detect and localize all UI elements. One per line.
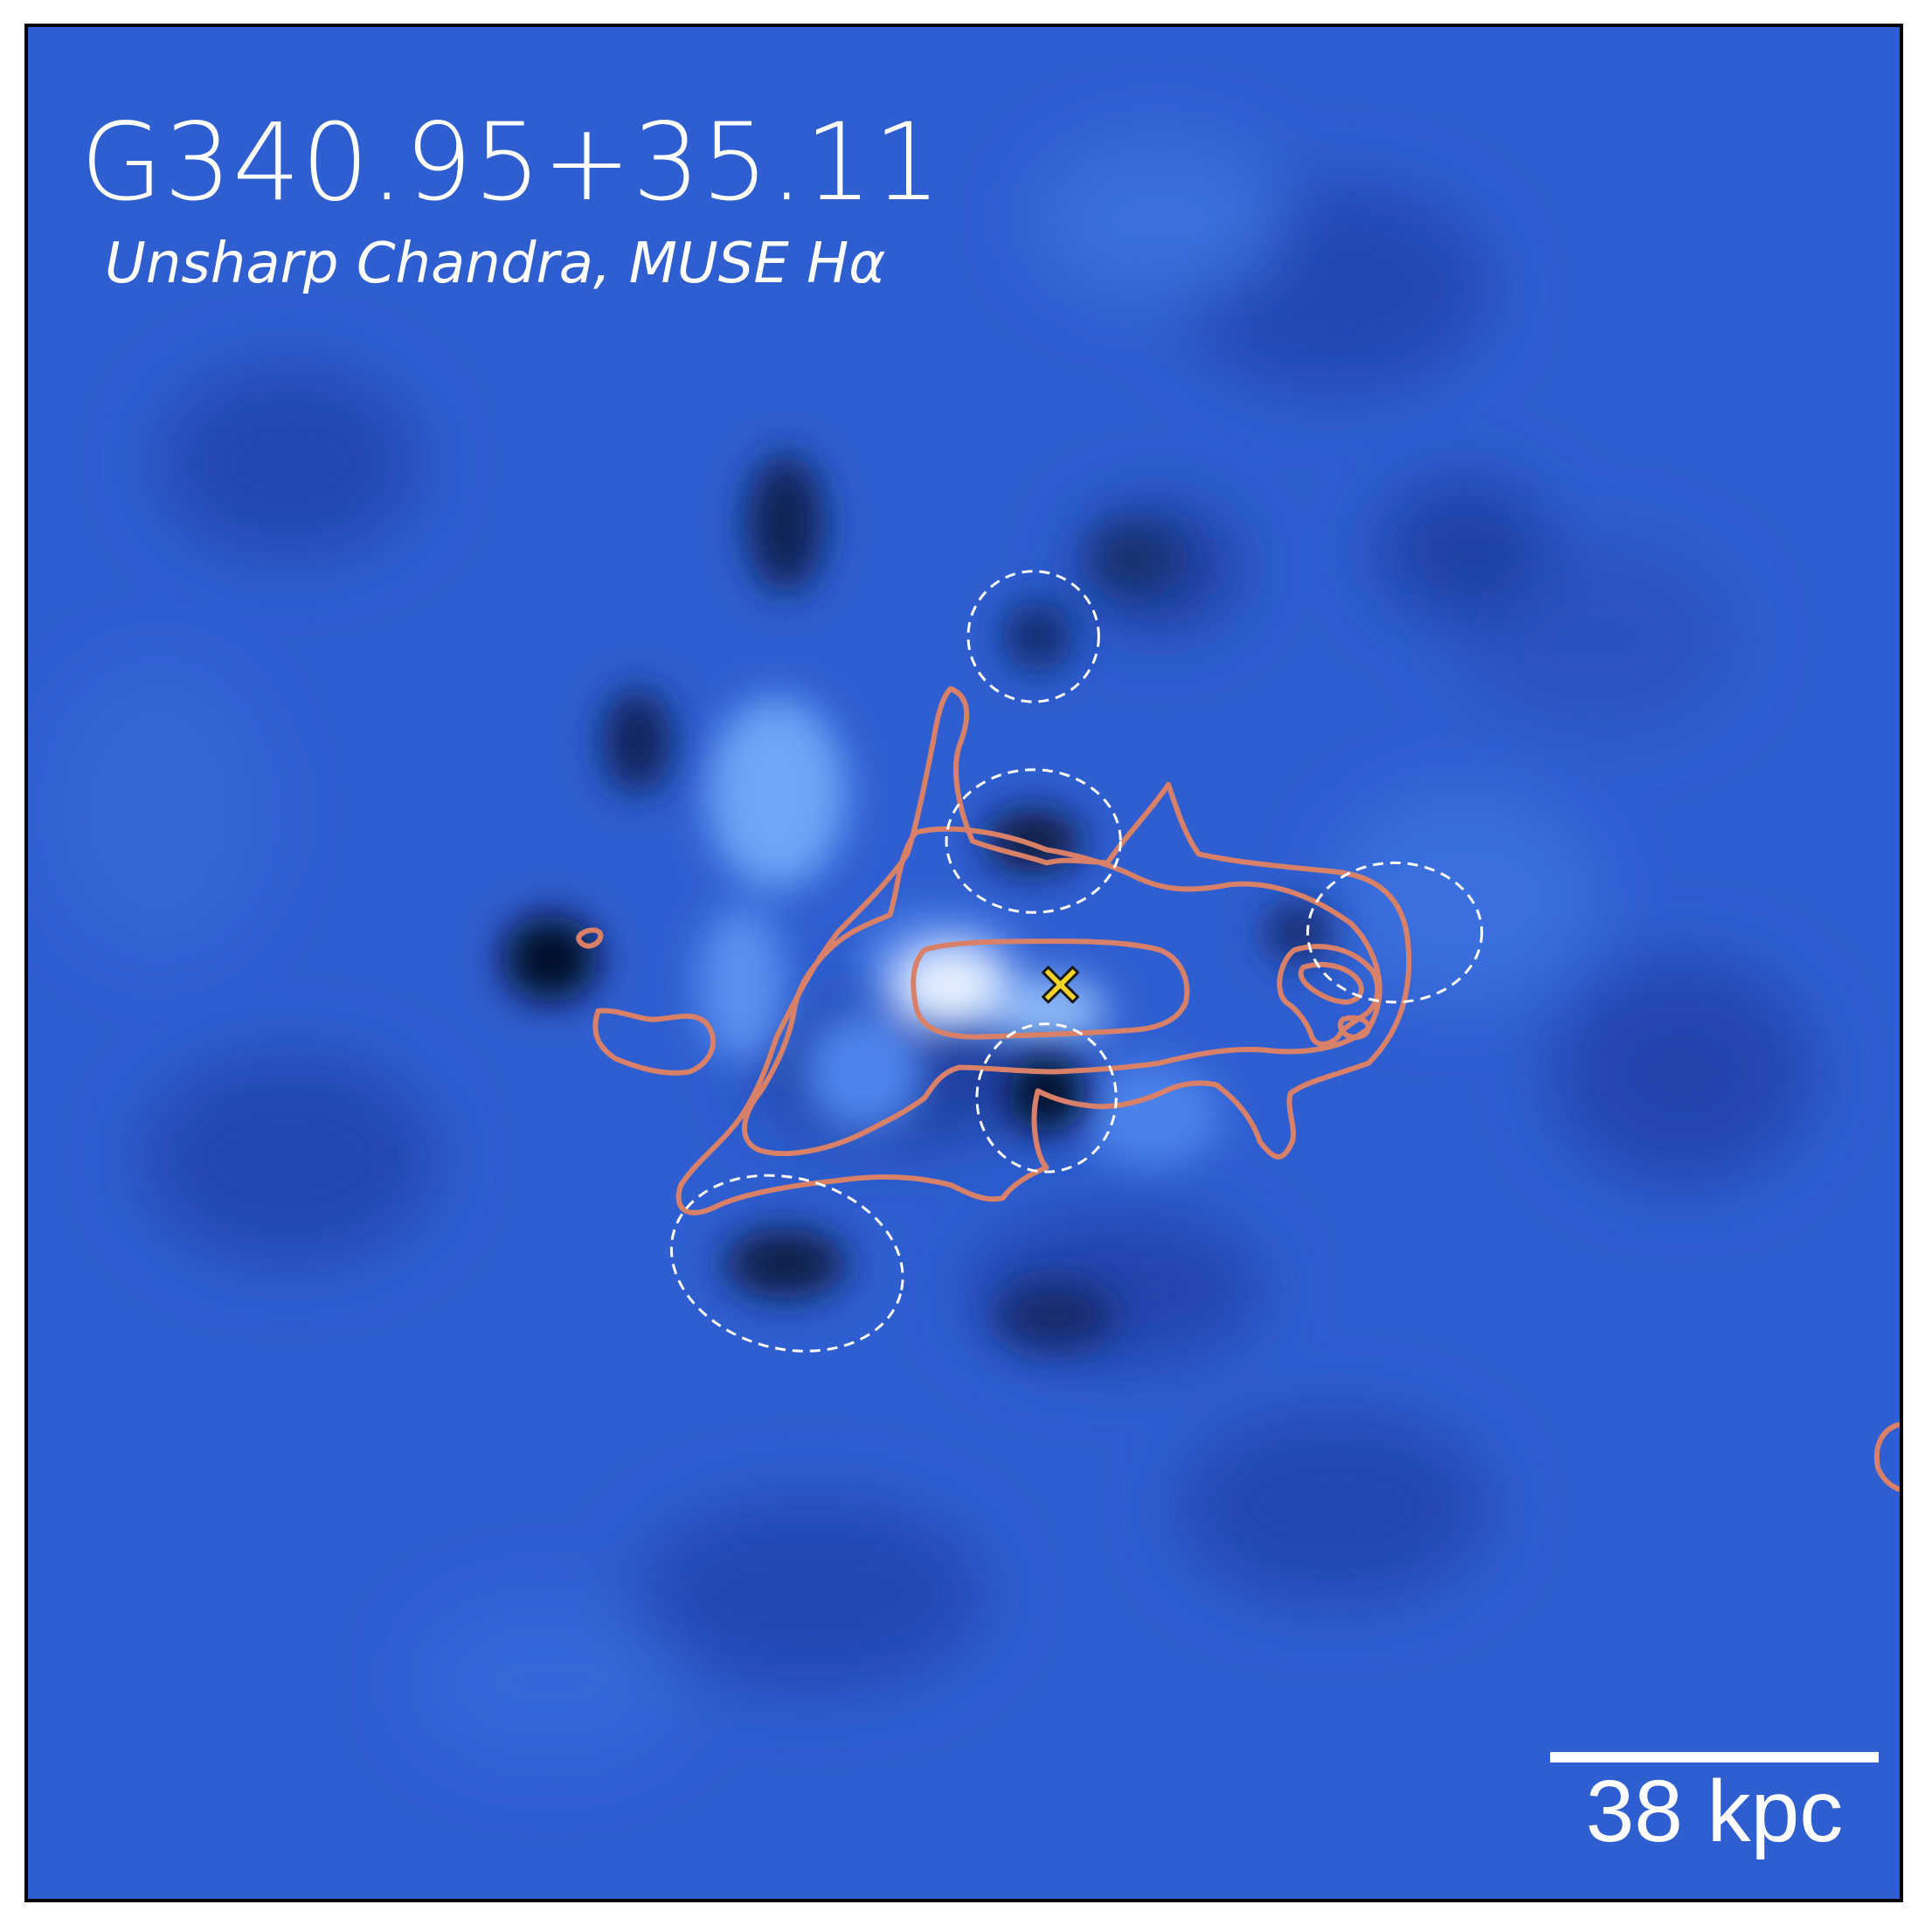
contour-outer xyxy=(675,686,1412,1215)
contour-east-inner xyxy=(1298,961,1364,1005)
xray-map xyxy=(28,27,1900,1899)
region-north xyxy=(966,570,1100,703)
noise-texture xyxy=(53,140,1813,1760)
halpha-contours xyxy=(576,686,1900,1492)
x-marker-icon xyxy=(1042,966,1080,1004)
contour-west-blob xyxy=(592,1008,717,1076)
scale-bar-label: 38 kpc xyxy=(1585,1762,1844,1860)
region-north-center xyxy=(945,768,1122,914)
image-frame: G340.95+35.11 Unsharp Chandra, MUSE Hα 3… xyxy=(24,24,1903,1902)
region-south xyxy=(975,1022,1118,1174)
contour-west-small xyxy=(576,927,604,949)
region-east xyxy=(1306,861,1484,1004)
region-southwest xyxy=(669,1174,904,1353)
contour-edge xyxy=(1873,1422,1900,1492)
cavity-regions xyxy=(669,570,1484,1353)
contour-inner xyxy=(911,938,1190,1040)
dark-cavities xyxy=(502,454,1334,1351)
contour-east-outer xyxy=(1277,944,1381,1047)
contour-east-blob xyxy=(1337,1014,1372,1040)
object-title: G340.95+35.11 xyxy=(80,100,942,225)
image-subtitle: Unsharp Chandra, MUSE Hα xyxy=(105,232,886,296)
scale-bar xyxy=(1550,1752,1879,1762)
contour-middle xyxy=(742,826,1382,1157)
center-marker xyxy=(1042,966,1080,1004)
